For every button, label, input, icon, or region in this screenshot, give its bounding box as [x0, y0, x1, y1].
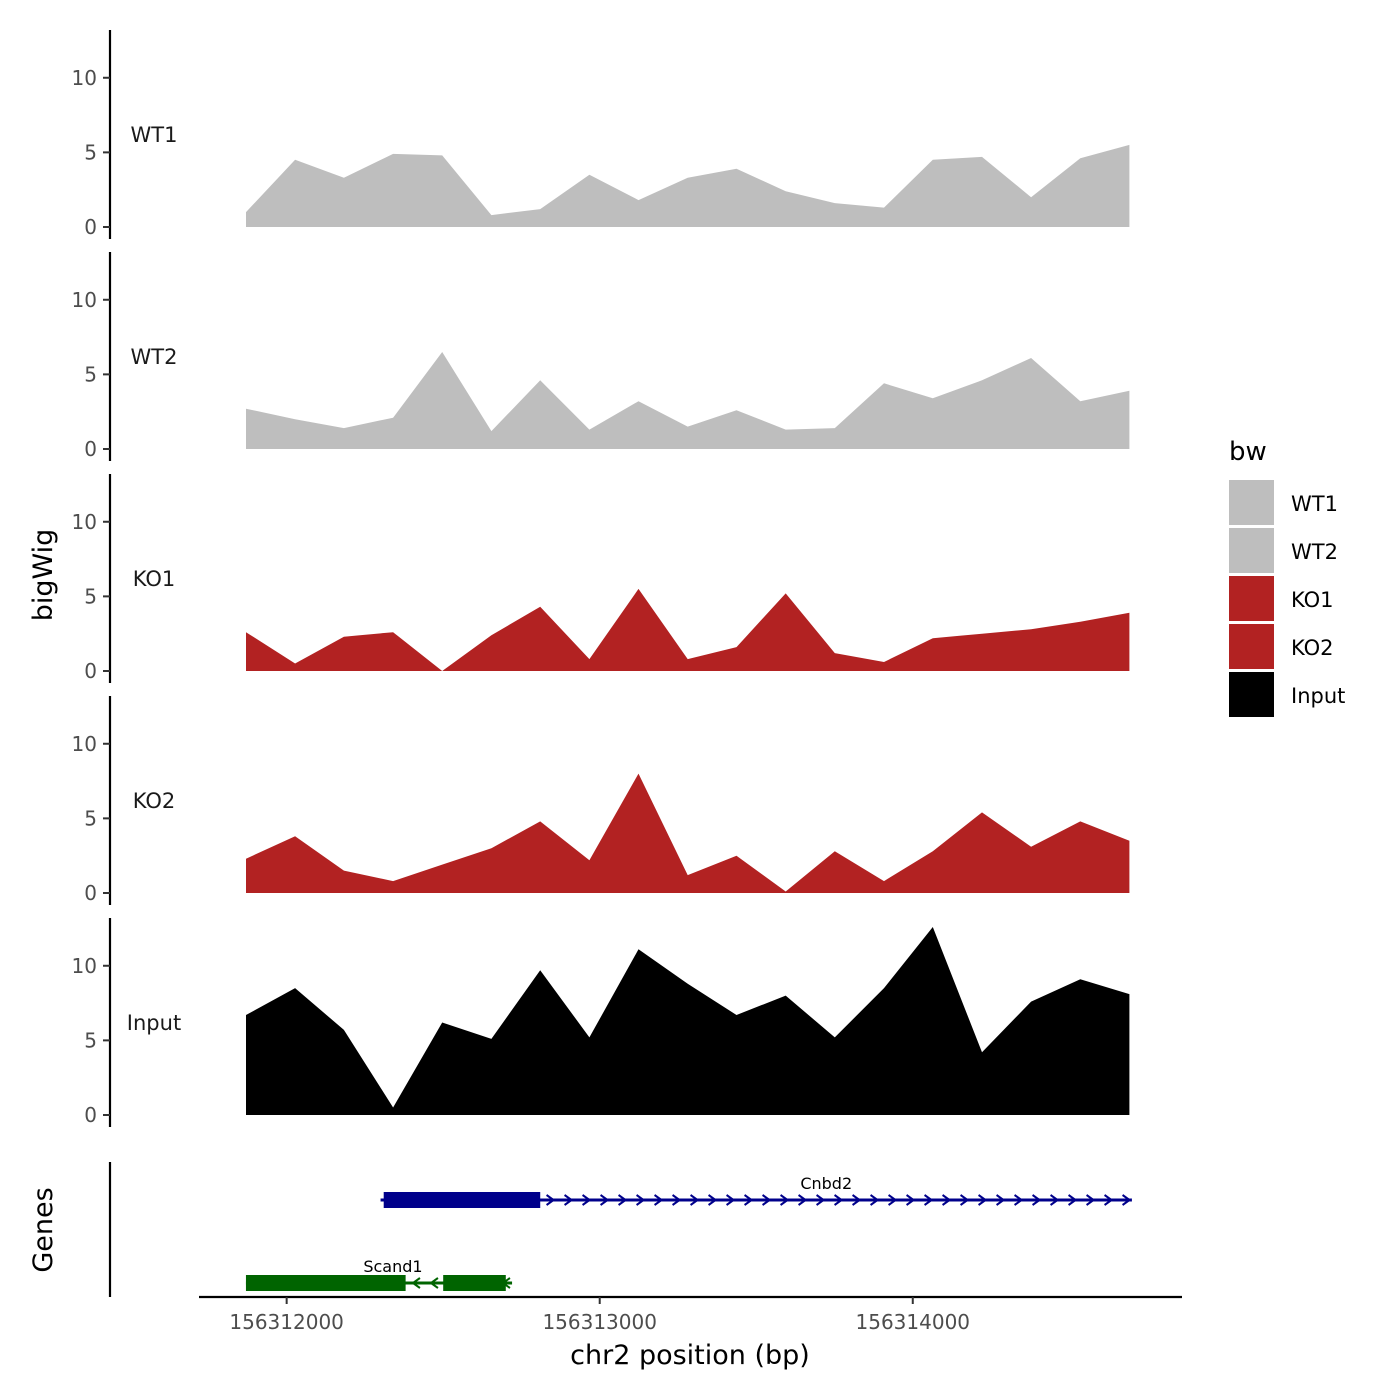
coverage-area-wt1 [246, 144, 1130, 227]
track-panels: 0 5 10 WT1 0 5 10 WT2 0 5 10 KO1 0 5 10 KO2 0 5 10 Input [72, 30, 1130, 1127]
legend-label-input: Input [1291, 684, 1345, 708]
gene-label: Scand1 [363, 1257, 422, 1276]
track-panel-ko2: 0 5 10 KO2 [72, 696, 1130, 905]
strand-chevron [905, 1194, 916, 1206]
strand-chevron [1121, 1194, 1132, 1206]
strand-chevron [815, 1194, 826, 1206]
strand-chevron [923, 1194, 934, 1206]
gene-scand1: Scand1 [245, 1257, 513, 1291]
strand-chevron [653, 1194, 664, 1206]
y-tick-label: 0 [84, 215, 97, 239]
y-tick-label: 0 [84, 659, 97, 683]
track-panel-ko1: 0 5 10 KO1 [72, 474, 1130, 683]
legend: bw WT1 WT2 KO1 KO2 Input [1229, 437, 1345, 717]
strand-chevron [1013, 1194, 1024, 1206]
y-tick-label: 0 [84, 437, 97, 461]
track-label-wt2: WT2 [131, 345, 178, 369]
y-tick-label: 5 [84, 806, 97, 830]
genes-axis-title: Genes [28, 1187, 59, 1272]
y-tick-label: 10 [72, 288, 97, 312]
strand-chevron [671, 1194, 682, 1206]
x-tick-label: 156313000 [542, 1310, 657, 1334]
strand-chevron [995, 1194, 1006, 1206]
gene-models: Cnbd2 Scand1 [245, 1174, 1132, 1291]
strand-chevron [869, 1194, 880, 1206]
legend-swatch-wt2 [1229, 528, 1274, 573]
track-label-ko2: KO2 [133, 789, 176, 813]
track-panel-input: 0 5 10 Input [72, 918, 1130, 1127]
strand-chevron [411, 1277, 421, 1289]
strand-chevron [1085, 1194, 1096, 1206]
y-tick-label: 10 [72, 510, 97, 534]
legend-label-wt2: WT2 [1291, 540, 1338, 564]
strand-chevron [743, 1194, 754, 1206]
y-tick-label: 5 [84, 1028, 97, 1052]
gene-cnbd2: Cnbd2 [380, 1174, 1132, 1208]
legend-swatch-ko2 [1229, 624, 1274, 669]
x-axis-title: chr2 position (bp) [570, 1340, 810, 1371]
strand-chevron [545, 1194, 556, 1206]
strand-chevron [617, 1194, 628, 1206]
coverage-area-ko2 [246, 773, 1130, 893]
strand-chevron [689, 1194, 700, 1206]
strand-chevron [1067, 1194, 1078, 1206]
track-panel-wt2: 0 5 10 WT2 [72, 252, 1130, 461]
strand-chevron [563, 1194, 574, 1206]
track-label-wt1: WT1 [131, 123, 178, 147]
gene-exon [245, 1275, 406, 1291]
y-tick-label: 5 [84, 584, 97, 608]
y-tick-label: 0 [84, 881, 97, 905]
strand-chevron [851, 1194, 862, 1206]
track-panel-wt1: 0 5 10 WT1 [72, 30, 1130, 239]
strand-chevron [779, 1194, 790, 1206]
track-label-ko1: KO1 [133, 567, 176, 591]
strand-chevron [1103, 1194, 1114, 1206]
y-axis-title: bigWig [28, 529, 59, 622]
legend-swatch-ko1 [1229, 576, 1274, 621]
x-axis-ticks: 156312000 156313000 156314000 [229, 1297, 970, 1334]
strand-chevron [599, 1194, 610, 1206]
strand-chevron [959, 1194, 970, 1206]
legend-label-ko1: KO1 [1291, 588, 1334, 612]
strand-chevron [977, 1194, 988, 1206]
y-tick-label: 10 [72, 732, 97, 756]
strand-chevron [635, 1194, 646, 1206]
strand-chevron [833, 1194, 844, 1206]
x-tick-label: 156314000 [856, 1310, 971, 1334]
legend-swatch-input [1229, 672, 1274, 717]
strand-chevron [941, 1194, 952, 1206]
gene-exon [443, 1275, 506, 1291]
x-tick-label: 156312000 [229, 1310, 344, 1334]
legend-label-ko2: KO2 [1291, 636, 1334, 660]
strand-chevron [707, 1194, 718, 1206]
gene-label: Cnbd2 [800, 1174, 852, 1193]
y-tick-label: 5 [84, 362, 97, 386]
strand-chevron [761, 1194, 772, 1206]
legend-swatch-wt1 [1229, 480, 1274, 525]
strand-chevron [429, 1277, 439, 1289]
track-label-input: Input [127, 1011, 181, 1035]
strand-chevron [1031, 1194, 1042, 1206]
coverage-area-ko1 [246, 588, 1130, 671]
legend-label-wt1: WT1 [1291, 492, 1338, 516]
coverage-area-input [246, 927, 1130, 1115]
strand-chevron [797, 1194, 808, 1206]
gene-exon [383, 1192, 541, 1208]
strand-chevron [581, 1194, 592, 1206]
coverage-area-wt2 [246, 352, 1130, 449]
strand-chevron [887, 1194, 898, 1206]
y-tick-label: 10 [72, 66, 97, 90]
y-tick-label: 5 [84, 140, 97, 164]
strand-chevron [1049, 1194, 1060, 1206]
y-tick-label: 10 [72, 954, 97, 978]
strand-chevron [725, 1194, 736, 1206]
y-tick-label: 0 [84, 1103, 97, 1127]
genes-panel: Cnbd2 Scand1 156312000 156313000 156314000 [108, 1162, 1182, 1334]
legend-title: bw [1229, 437, 1267, 467]
